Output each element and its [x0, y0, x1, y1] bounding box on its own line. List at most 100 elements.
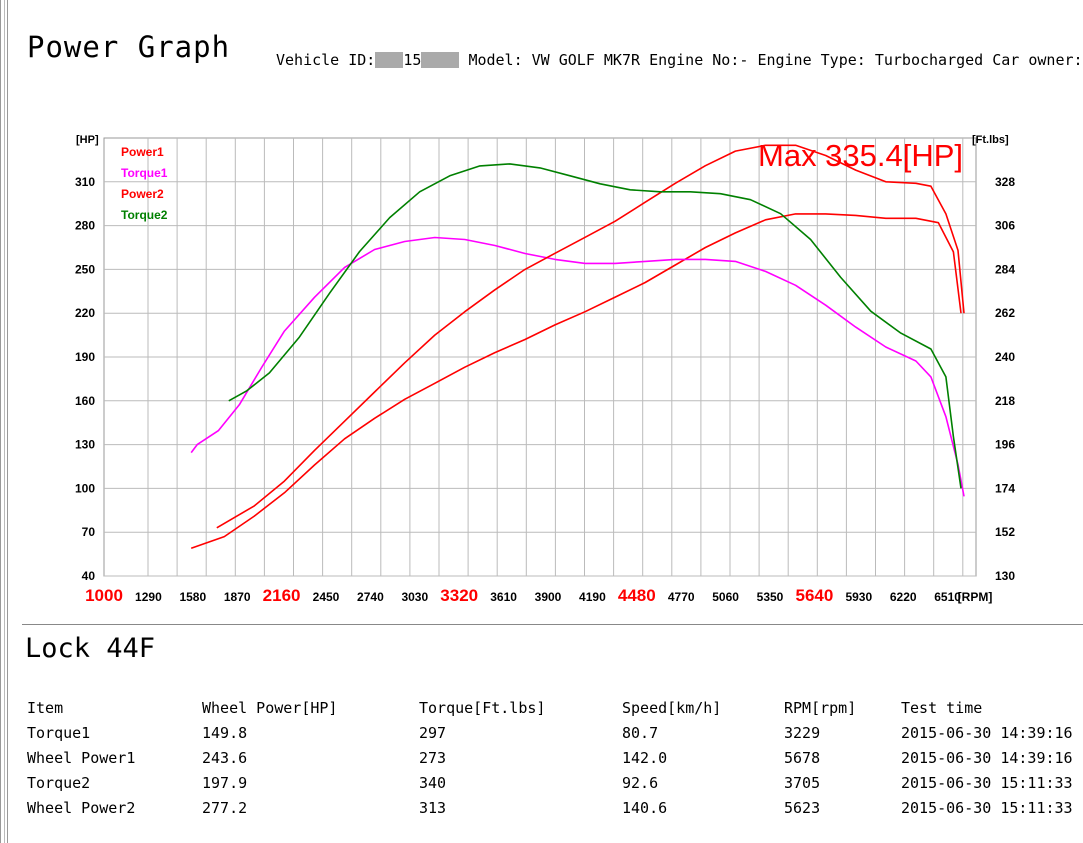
legend-entry: Power2 — [121, 187, 164, 201]
x-axis-tick-label: 6510 — [934, 590, 961, 604]
table-row: Torque1 149.8 297 80.7 3229 2015-06-30 1… — [27, 720, 1073, 745]
max-power-annotation: Max 335.4[HP] — [758, 138, 963, 173]
x-axis-tick-label: 3030 — [401, 590, 428, 604]
cell-test-time: 2015-06-30 15:11:33 — [901, 798, 1073, 817]
right-axis-tick-label: 196 — [995, 438, 1015, 452]
cell-torque: 313 — [419, 798, 447, 817]
header-speed: Speed[km/h] — [622, 698, 722, 717]
cell-wheel-power: 277.2 — [202, 798, 248, 817]
x-axis-tick-label: 1870 — [224, 590, 251, 604]
right-axis-tick-label: 218 — [995, 394, 1015, 408]
series-line-torque2 — [228, 163, 962, 489]
legend-entry: Torque2 — [121, 208, 168, 222]
x-axis-tick-label: 2740 — [357, 590, 384, 604]
engine-no-text: Engine No:- — [649, 51, 749, 69]
page-title: Power Graph — [27, 30, 231, 64]
engine-type-text: Engine Type: Turbocharged — [757, 51, 984, 69]
left-axis-tick-label: 190 — [75, 350, 95, 364]
x-axis-tick-label: 3900 — [535, 590, 562, 604]
x-axis-tick-label: 5060 — [712, 590, 739, 604]
right-axis-unit: [Ft.lbs] — [972, 134, 1009, 146]
cell-wheel-power: 149.8 — [202, 723, 248, 742]
header-torque: Torque[Ft.lbs] — [419, 698, 546, 717]
series-line-power2 — [216, 144, 965, 529]
left-axis-tick-label: 220 — [75, 306, 95, 320]
left-axis-tick-label: 310 — [75, 175, 95, 189]
table-row: Wheel Power1 243.6 273 142.0 5678 2015-0… — [27, 745, 1073, 770]
legend-entry: Torque1 — [121, 166, 168, 180]
x-axis-tick-label: 1000 — [85, 586, 123, 605]
x-axis-tick-label: 5930 — [845, 590, 872, 604]
header-test-time: Test time — [901, 698, 983, 717]
cell-test-time: 2015-06-30 14:39:16 — [901, 748, 1073, 767]
x-axis-tick-label: 1580 — [179, 590, 206, 604]
cell-torque: 340 — [419, 773, 447, 792]
left-axis-unit: [HP] — [76, 134, 99, 146]
cell-rpm: 3229 — [784, 723, 821, 742]
header-rpm: RPM[rpm] — [784, 698, 857, 717]
right-axis-tick-label: 174 — [995, 481, 1015, 495]
x-axis-tick-label: 6220 — [890, 590, 917, 604]
x-axis-tick-label: 3320 — [440, 586, 478, 605]
right-axis-tick-label: 152 — [995, 525, 1015, 539]
left-axis-tick-label: 40 — [82, 569, 96, 583]
x-axis-tick-label: 2450 — [313, 590, 340, 604]
window-left-border — [0, 0, 8, 843]
series-group — [190, 144, 965, 550]
left-axis-tick-label: 280 — [75, 219, 95, 233]
cell-test-time: 2015-06-30 15:11:33 — [901, 773, 1073, 792]
x-axis-tick-label: 4190 — [579, 590, 606, 604]
left-axis-tick-label: 100 — [75, 481, 95, 495]
cell-speed: 140.6 — [622, 798, 668, 817]
legend-entry: Power1 — [121, 145, 164, 159]
right-axis-tick-label: 130 — [995, 569, 1015, 583]
header-wheel-power: Wheel Power[HP] — [202, 698, 338, 717]
model-text: Model: VW GOLF MK7R — [468, 51, 641, 69]
cell-item: Torque1 — [27, 723, 91, 742]
series-line-torque1 — [190, 236, 965, 497]
section-divider — [22, 624, 1083, 625]
x-axis-unit: [RPM] — [958, 590, 993, 604]
header-item: Item — [27, 698, 64, 717]
vehicle-id-value: 15 — [403, 51, 422, 69]
cell-rpm: 5623 — [784, 798, 821, 817]
cell-item: Wheel Power2 — [27, 798, 136, 817]
cell-speed: 80.7 — [622, 723, 659, 742]
right-axis-tick-label: 262 — [995, 306, 1015, 320]
cell-torque: 273 — [419, 748, 447, 767]
right-axis-tick-label: 240 — [995, 350, 1015, 364]
results-title: Lock 44F — [25, 633, 156, 664]
x-axis-tick-label: 5640 — [795, 586, 833, 605]
redacted-block — [375, 52, 404, 68]
left-axis-tick-label: 250 — [75, 262, 95, 276]
cell-rpm: 5678 — [784, 748, 821, 767]
table-row: Wheel Power2 277.2 313 140.6 5623 2015-0… — [27, 795, 1073, 820]
cell-test-time: 2015-06-30 14:39:16 — [901, 723, 1073, 742]
right-axis-tick-label: 284 — [995, 262, 1015, 276]
x-axis-tick-label: 3610 — [490, 590, 517, 604]
car-owner-text: Car owner: - — [992, 51, 1083, 69]
cell-speed: 142.0 — [622, 748, 668, 767]
x-axis-tick-label: 2160 — [263, 586, 301, 605]
power-graph-chart: 40 70 100 130 160 190 220 250 280 310 130 152 174 196… — [75, 134, 1015, 605]
vehicle-id-label: Vehicle ID: — [276, 51, 376, 69]
cell-rpm: 3705 — [784, 773, 821, 792]
cell-item: Torque2 — [27, 773, 91, 792]
x-axis-tick-label: 4480 — [618, 586, 656, 605]
cell-wheel-power: 197.9 — [202, 773, 248, 792]
left-axis-tick-label: 70 — [82, 525, 96, 539]
left-axis-tick-label: 160 — [75, 394, 95, 408]
cell-wheel-power: 243.6 — [202, 748, 248, 767]
right-axis-tick-label: 328 — [995, 175, 1015, 189]
x-axis-tick-label: 5350 — [757, 590, 784, 604]
cell-speed: 92.6 — [622, 773, 659, 792]
redacted-block — [421, 52, 460, 68]
series-line-power1 — [190, 213, 962, 550]
vehicle-info-line: Vehicle ID: 15 Model: VW GOLF MK7R Engine… — [276, 51, 1083, 69]
cell-item: Wheel Power1 — [27, 748, 136, 767]
table-row: Torque2 197.9 340 92.6 3705 2015-06-30 1… — [27, 770, 1073, 795]
x-axis-tick-label: 1290 — [135, 590, 162, 604]
x-axis-tick-label: 4770 — [668, 590, 695, 604]
left-axis-tick-label: 130 — [75, 438, 95, 452]
cell-torque: 297 — [419, 723, 447, 742]
